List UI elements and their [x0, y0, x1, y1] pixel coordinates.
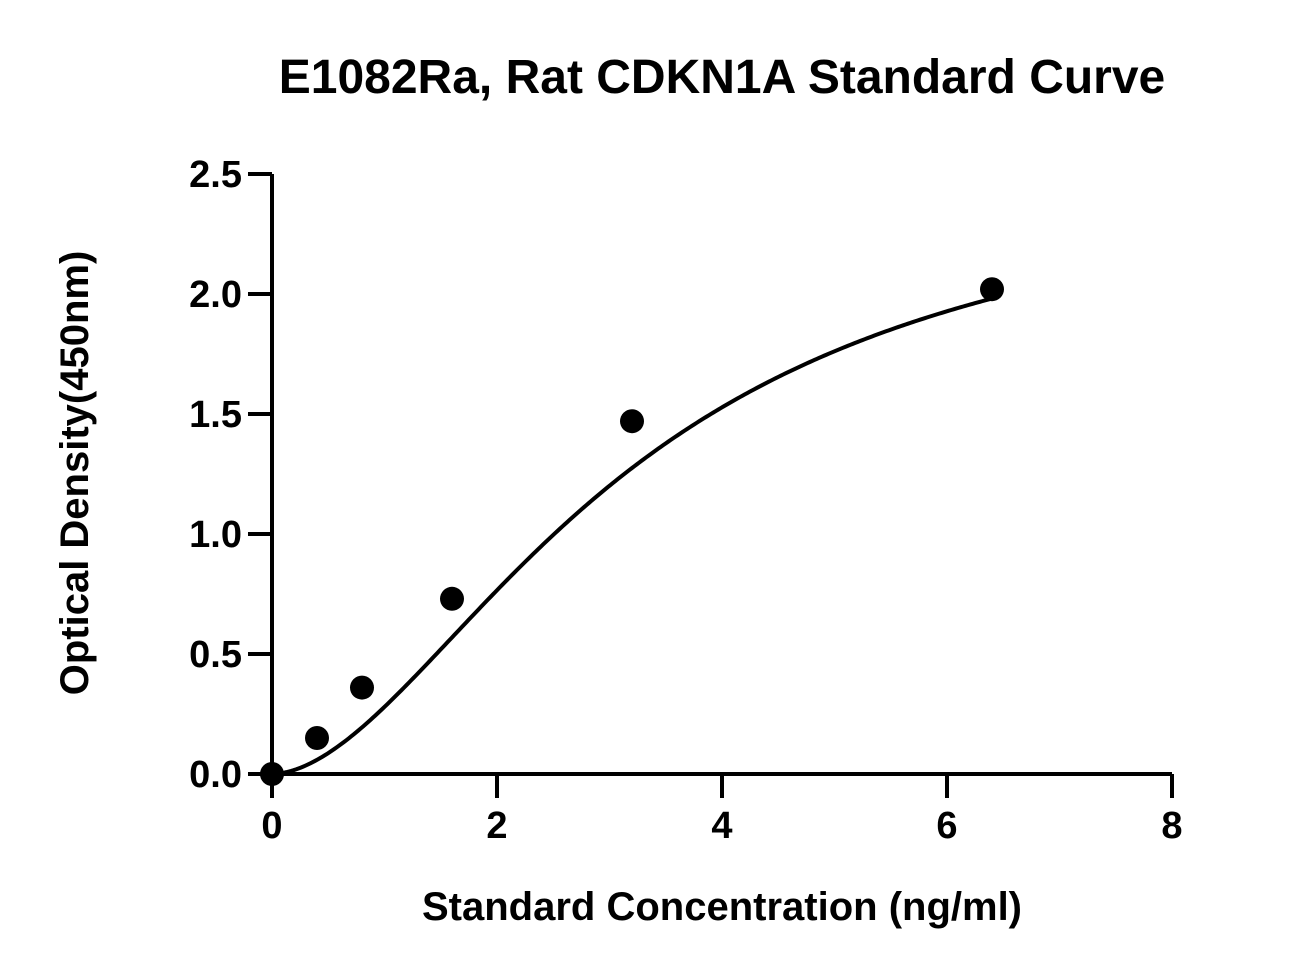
y-tick-label: 0.0 — [189, 754, 242, 796]
y-tick-label: 2.5 — [189, 154, 242, 196]
data-point — [260, 762, 284, 786]
y-axis-label: Optical Density(450nm) — [53, 251, 97, 696]
y-tick-label: 1.0 — [189, 514, 242, 556]
x-tick-label: 8 — [1161, 805, 1182, 847]
data-point — [620, 409, 644, 434]
x-axis-label: Standard Concentration (ng/ml) — [422, 885, 1022, 929]
x-axis: 0 2 4 6 8 — [261, 772, 1183, 847]
x-tick-label: 4 — [711, 805, 732, 847]
data-point — [440, 586, 464, 611]
y-tick-label: 1.5 — [189, 394, 242, 436]
data-point — [350, 675, 374, 700]
x-tick-label: 2 — [486, 805, 507, 847]
x-tick-label: 0 — [261, 805, 282, 847]
y-tick-label: 2.0 — [189, 274, 242, 316]
x-tick-label: 6 — [936, 805, 957, 847]
data-point — [305, 726, 329, 750]
chart-title: E1082Ra, Rat CDKN1A Standard Curve — [279, 51, 1166, 104]
data-points — [260, 277, 1004, 786]
y-tick-label: 0.5 — [189, 634, 242, 676]
data-point — [980, 277, 1004, 302]
fitted-curve-line — [271, 296, 993, 776]
y-axis: 0.0 0.5 1.0 1.5 2.0 2.5 — [189, 154, 274, 796]
